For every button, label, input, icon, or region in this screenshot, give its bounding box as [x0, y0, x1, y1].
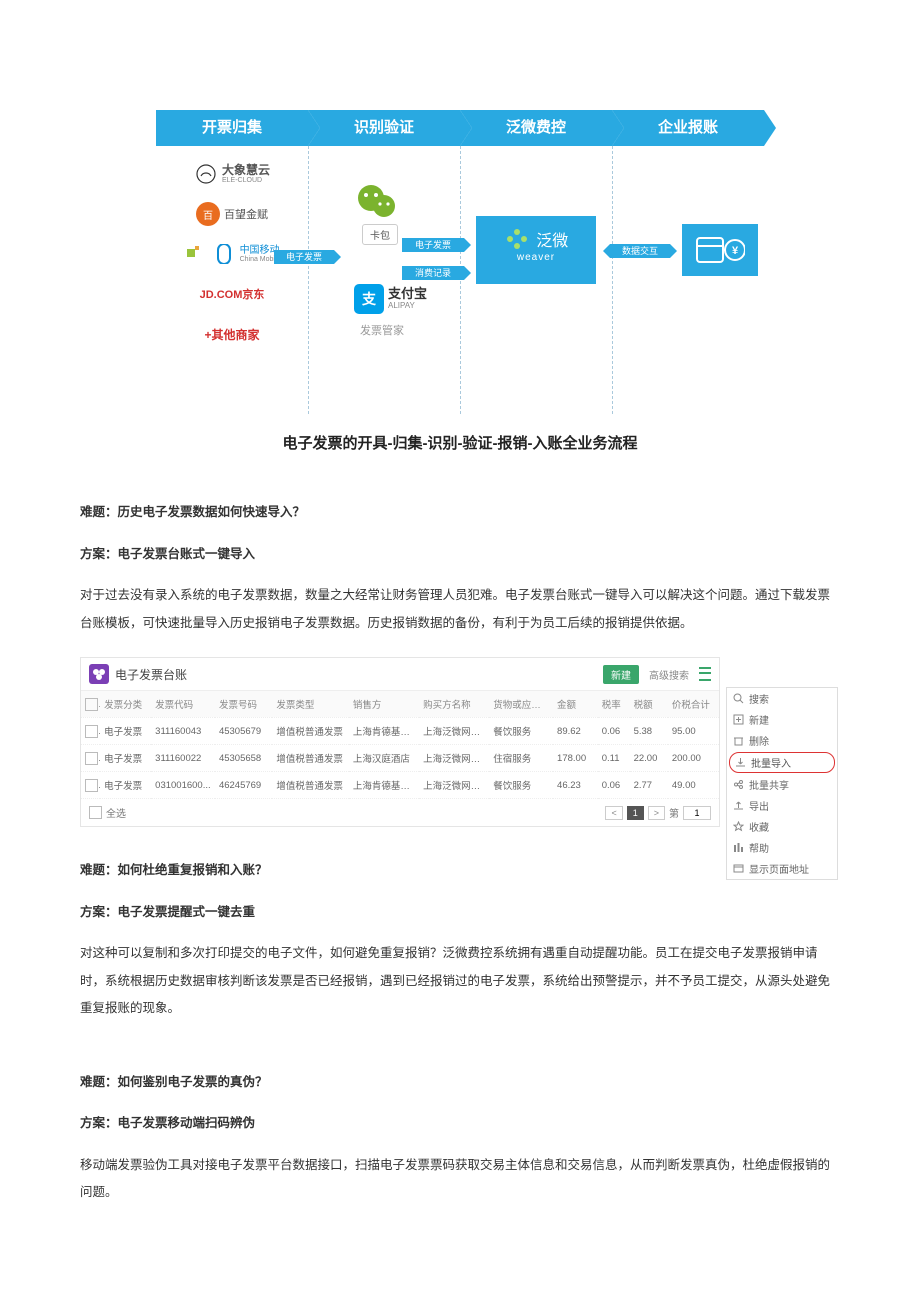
a2: 方案：电子发票提醒式一键去重: [80, 899, 840, 927]
body3: 移动端发票验伪工具对接电子发票平台数据接口，扫描电子发票票码获取交易主体信息和交…: [80, 1152, 840, 1207]
ledger-table: 发票分类发票代码发票号码发票类型销售方购买方名称货物或应税劳...金额税率税额价…: [81, 691, 719, 799]
q1: 难题：历史电子发票数据如何快速导入？: [80, 499, 840, 527]
body1: 对于过去没有录入系统的电子发票数据，数量之大经常让财务管理人员犯难。电子发票台账…: [80, 582, 840, 637]
table-row[interactable]: 电子发票31116002245305658增值税普通发票上海汉庭酒店上海泛微网络…: [81, 745, 719, 772]
ledger-col-header: 发票分类: [100, 691, 151, 718]
action-icon: [733, 863, 744, 874]
ledger-col-header: 价税合计: [668, 691, 719, 718]
row-checkbox[interactable]: [85, 752, 98, 765]
action-icon: [733, 693, 744, 704]
action-新建[interactable]: 新建: [727, 709, 837, 730]
action-icon: [733, 714, 744, 725]
action-搜索[interactable]: 搜索: [727, 688, 837, 709]
ledger-col-header: 发票号码: [215, 691, 272, 718]
flow-diagram: 开票归集 识别验证 泛微费控 企业报账 大象慧云 ELE-CLOUD: [156, 110, 764, 414]
arrow-xiaofei: 消费记录: [402, 266, 464, 280]
menu-icon[interactable]: [699, 667, 711, 681]
finance-box: ¥: [682, 224, 758, 276]
flow-step-3: 泛微费控: [460, 110, 612, 146]
ledger-col-header: 货物或应税劳...: [489, 691, 553, 718]
action-icon: [733, 779, 744, 790]
merchant-baiwang: 百 百望金赋: [156, 194, 308, 234]
svg-text:¥: ¥: [732, 245, 739, 257]
select-all-checkbox[interactable]: [89, 806, 102, 819]
header-checkbox[interactable]: [85, 698, 98, 711]
table-row[interactable]: 电子发票031001600...46245769增值税普通发票上海肯德基有...…: [81, 772, 719, 799]
flow-step-2: 识别验证: [308, 110, 460, 146]
action-icon: [735, 757, 746, 768]
ledger-col-header: 销售方: [349, 691, 419, 718]
action-批量共享[interactable]: 批量共享: [727, 774, 837, 795]
ledger-logo-icon: [89, 664, 109, 684]
select-all-label: 全选: [106, 805, 126, 820]
action-导出[interactable]: 导出: [727, 795, 837, 816]
flow-caption: 电子发票的开具-归集-识别-验证-报销-入账全业务流程: [80, 432, 840, 453]
action-删除[interactable]: 删除: [727, 730, 837, 751]
merchant-jd: JD.COM京东: [156, 274, 308, 314]
ledger-screenshot: 电子发票台账 新建 高级搜索 发票分类发票代码发票号码发票类型销售方购买方名称货…: [80, 657, 720, 827]
arrow-einvoice-2: 电子发票: [402, 238, 464, 252]
new-button[interactable]: 新建: [603, 665, 639, 684]
pager-label: 第: [669, 805, 679, 820]
pager: < 1 > 第: [605, 805, 711, 820]
row-checkbox[interactable]: [85, 779, 98, 792]
action-icon: [733, 842, 744, 853]
row-checkbox[interactable]: [85, 725, 98, 738]
weaver-box: 泛微 weaver: [476, 216, 596, 284]
ledger-col-header: 发票代码: [151, 691, 215, 718]
arrow-einvoice-1: 电子发票: [274, 250, 334, 264]
ledger-title: 电子发票台账: [115, 666, 603, 683]
ledger-col-header: [81, 691, 100, 718]
merchant-others: +其他商家: [156, 314, 308, 354]
action-icon: [733, 821, 744, 832]
wechat-icon: [354, 178, 400, 224]
action-显示页面地址[interactable]: 显示页面地址: [727, 858, 837, 879]
ledger-col-header: 购买方名称: [419, 691, 489, 718]
flow-step-4: 企业报账: [612, 110, 764, 146]
pager-next[interactable]: >: [648, 806, 665, 820]
merchant-elecloud: 大象慧云 ELE-CLOUD: [156, 154, 308, 194]
pager-current[interactable]: 1: [627, 806, 644, 820]
fapiao-guanjia-label: 发票管家: [360, 322, 404, 338]
q3: 难题：如何鉴别电子发票的真伪？: [80, 1069, 840, 1097]
ledger-col-header: 金额: [553, 691, 598, 718]
box-kabao: 卡包: [362, 224, 398, 245]
ledger-col-header: 税率: [598, 691, 630, 718]
ledger-col-header: 税额: [630, 691, 668, 718]
advanced-search-link[interactable]: 高级搜索: [649, 667, 689, 682]
body2: 对这种可以复制和多次打印提交的电子文件，如何避免重复报销？泛微费控系统拥有遇重自…: [80, 940, 840, 1023]
action-批量导入[interactable]: 批量导入: [729, 752, 835, 773]
pager-prev[interactable]: <: [605, 806, 622, 820]
flow-step-1: 开票归集: [156, 110, 308, 146]
a1: 方案：电子发票台账式一键导入: [80, 541, 840, 569]
action-icon: [733, 800, 744, 811]
pager-input[interactable]: [683, 806, 711, 820]
action-帮助[interactable]: 帮助: [727, 837, 837, 858]
table-row[interactable]: 电子发票31116004345305679增值税普通发票上海肯德基有...上海泛…: [81, 718, 719, 745]
ledger-col-header: 发票类型: [272, 691, 349, 718]
alipay-icon: 支 支付宝 ALIPAY: [354, 284, 427, 314]
action-收藏[interactable]: 收藏: [727, 816, 837, 837]
arrow-data-exchange: 数据交互: [610, 244, 670, 258]
action-icon: [733, 735, 744, 746]
a3: 方案：电子发票移动端扫码辨伪: [80, 1110, 840, 1138]
action-panel: 搜索新建删除批量导入批量共享导出收藏帮助显示页面地址: [726, 687, 838, 880]
